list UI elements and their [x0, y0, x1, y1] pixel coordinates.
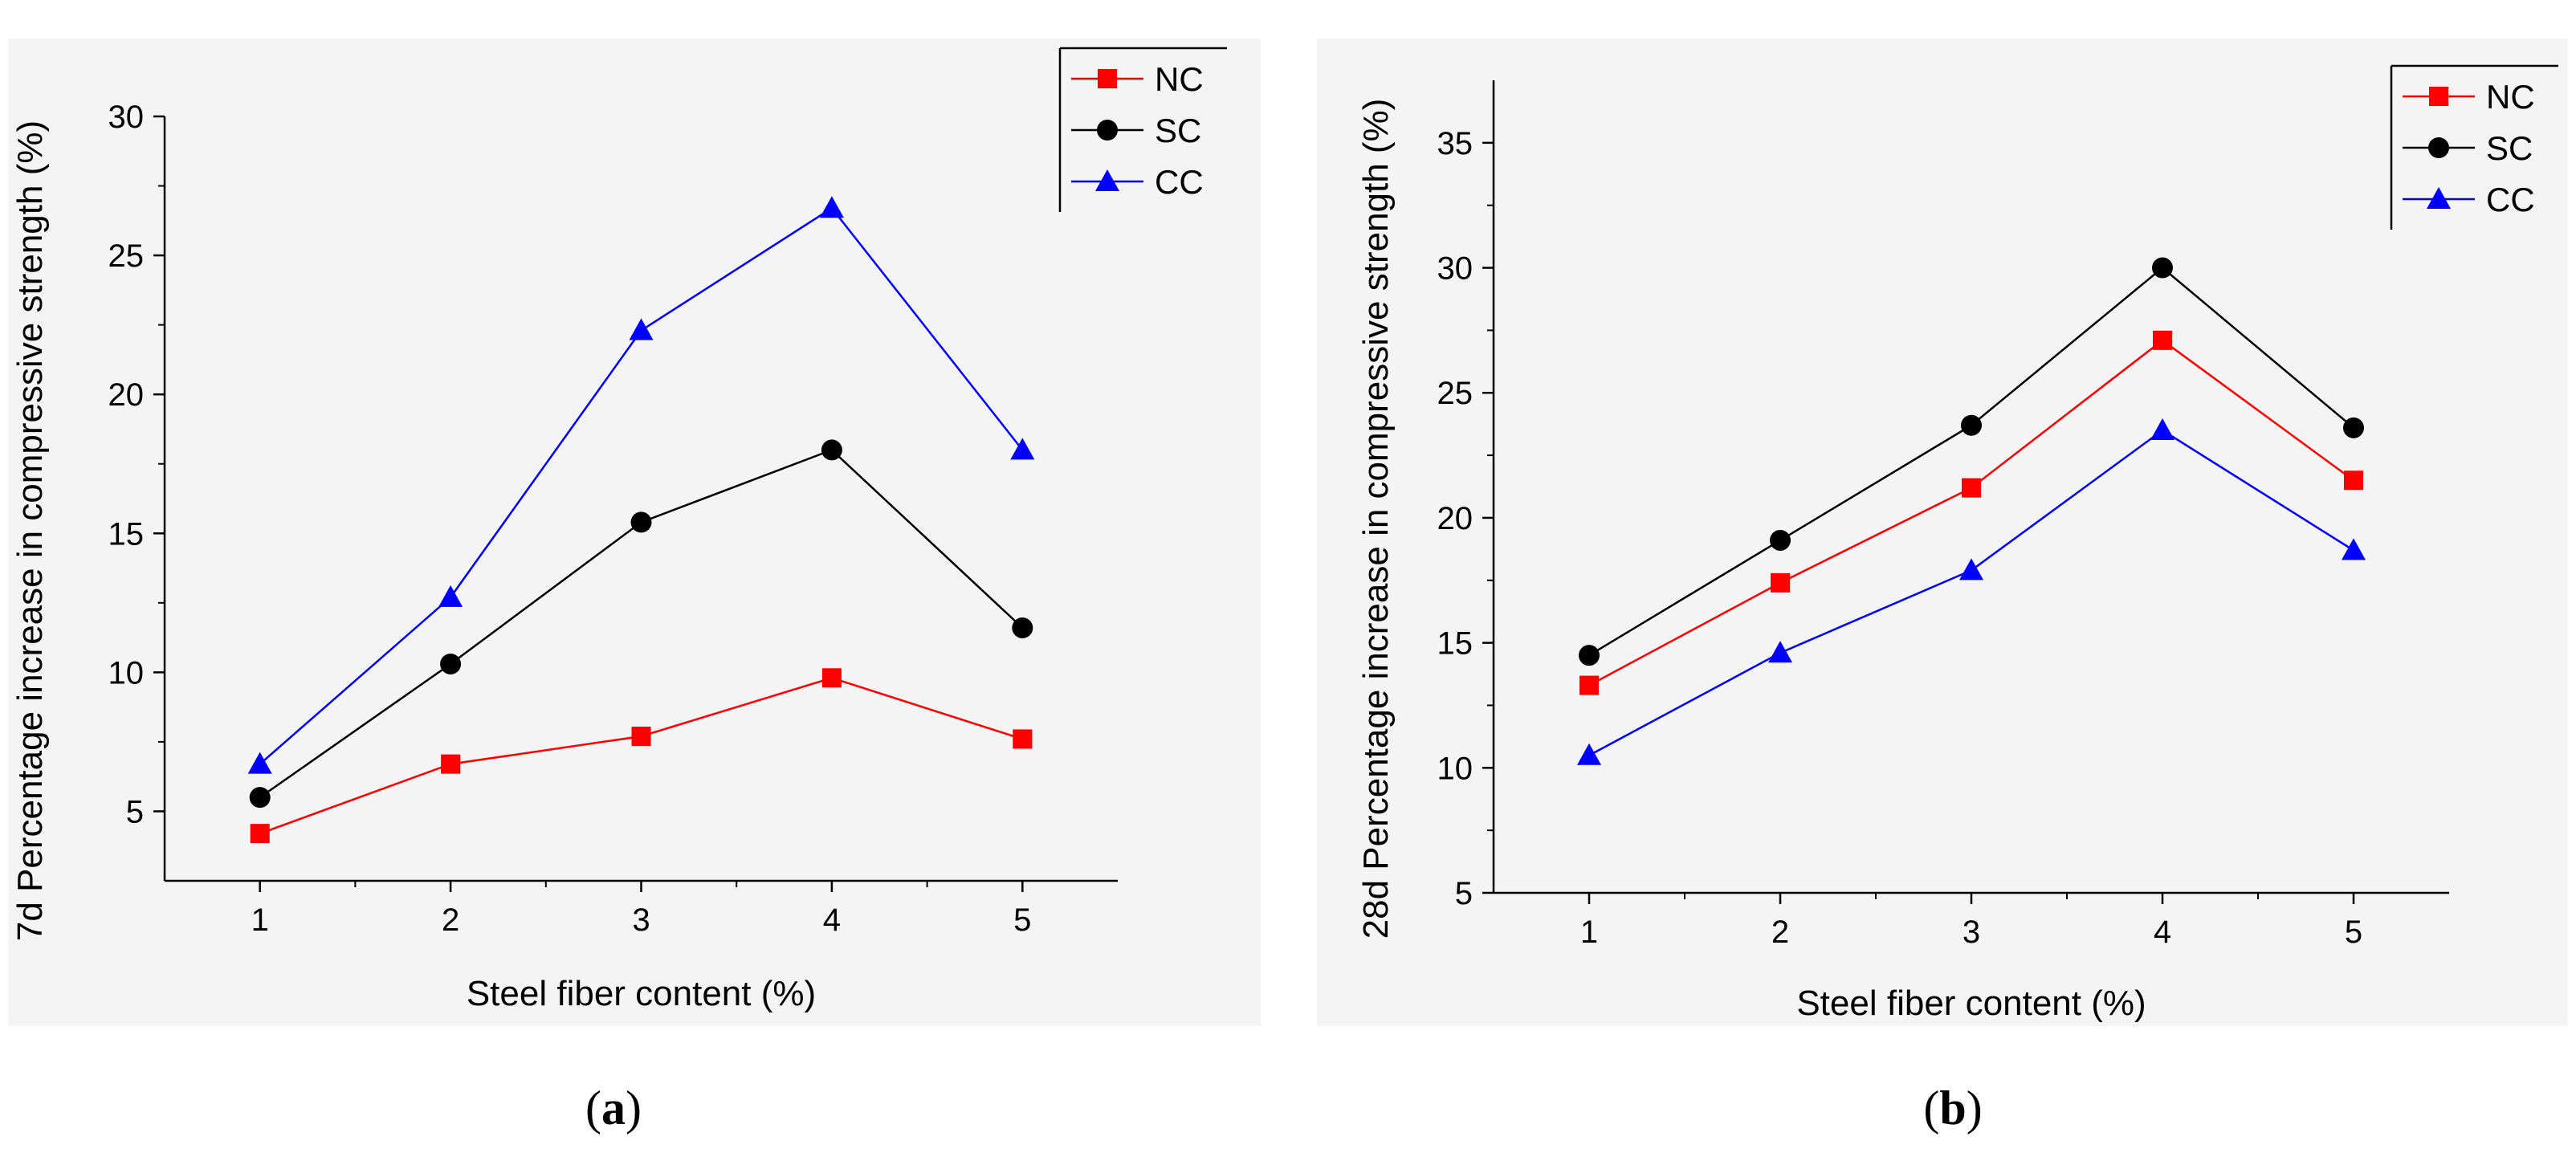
- caption-close-paren: ): [1967, 1082, 1983, 1135]
- data-point-cc: [1768, 641, 1792, 663]
- x-tick-label: 3: [1963, 915, 1980, 950]
- chart-panel-a: 5 10 15 20 25 30 1 2 3 4 5 Steel fiber content (%) 7…: [8, 39, 1261, 1135]
- y-tick-label: 15: [1437, 626, 1473, 662]
- caption-close-paren: ): [626, 1082, 642, 1135]
- legend-marker-sc: [1097, 120, 1118, 141]
- y-tick-label: 15: [108, 516, 145, 552]
- data-point-cc: [247, 752, 272, 774]
- x-tick-label: 4: [2154, 915, 2171, 950]
- y-tick-label: 20: [1437, 501, 1473, 536]
- x-tick-label: 5: [2345, 915, 2362, 950]
- y-tick-label: 10: [108, 655, 145, 691]
- data-point-sc: [1961, 414, 1982, 436]
- data-point-sc: [2343, 417, 2364, 438]
- y-tick-label: 35: [1437, 126, 1473, 161]
- legend-label-cc: CC: [2486, 181, 2535, 218]
- data-point-nc: [1579, 675, 1599, 695]
- y-tick-label: 10: [1437, 751, 1473, 786]
- data-point-nc: [2344, 471, 2363, 491]
- data-point-nc: [821, 668, 842, 688]
- legend-label-cc: CC: [1155, 163, 1204, 201]
- x-tick-label: 1: [1580, 915, 1598, 950]
- y-tick-label: 30: [108, 100, 145, 135]
- x-tick-label: 1: [251, 902, 269, 938]
- data-point-nc: [2153, 330, 2172, 350]
- x-tick-label: 4: [823, 902, 841, 938]
- data-point-cc: [438, 585, 463, 607]
- data-point-sc: [2152, 257, 2173, 279]
- legend-marker-cc: [2427, 187, 2451, 209]
- legend-label-nc: NC: [2486, 78, 2535, 116]
- data-point-cc: [1577, 743, 1601, 765]
- data-point-sc: [1579, 645, 1600, 666]
- y-axis-title: 28d Percentage increase in compressive s…: [1356, 99, 1396, 939]
- legend-label-nc: NC: [1155, 60, 1204, 98]
- data-point-cc: [1010, 438, 1035, 460]
- y-tick-label: 5: [126, 794, 144, 829]
- data-point-sc: [440, 653, 462, 674]
- data-point-sc: [249, 787, 271, 809]
- data-point-cc: [1959, 558, 1983, 581]
- legend-marker-nc: [1098, 69, 1117, 88]
- data-point-sc: [821, 439, 842, 461]
- data-point-sc: [1770, 529, 1791, 551]
- panel-caption: (a): [585, 1082, 642, 1135]
- y-tick-label: 5: [1455, 876, 1473, 911]
- panel-background: [1317, 39, 2568, 1026]
- data-point-nc: [1962, 478, 1981, 498]
- panel-background: [8, 39, 1261, 1026]
- data-point-cc: [2150, 418, 2175, 440]
- caption-open-paren: (: [585, 1082, 601, 1135]
- data-point-nc: [441, 754, 461, 774]
- chart-panel-b: 5 10 15 20 25 30 35 1 2 3 4 5 Steel fiber content (%…: [1317, 39, 2568, 1135]
- y-axis-title: 7d Percentage increase in compressive st…: [10, 120, 50, 941]
- caption-open-paren: (: [1923, 1082, 1939, 1135]
- y-tick-label: 25: [108, 238, 145, 274]
- y-tick-label: 30: [1437, 251, 1473, 287]
- caption-letter: b: [1939, 1082, 1966, 1135]
- legend-marker-sc: [2428, 137, 2449, 158]
- data-point-sc: [630, 511, 652, 533]
- legend-label-sc: SC: [1155, 112, 1201, 149]
- data-point-nc: [250, 824, 270, 844]
- data-point-sc: [1012, 617, 1033, 638]
- legend-label-sc: SC: [2486, 129, 2533, 167]
- data-point-nc: [1013, 729, 1033, 749]
- x-tick-label: 2: [442, 902, 459, 938]
- panel-caption: (b): [1923, 1082, 1982, 1135]
- data-point-cc: [819, 196, 844, 218]
- x-tick-label: 2: [1771, 915, 1789, 950]
- data-point-nc: [1771, 572, 1790, 593]
- legend-marker-nc: [2429, 87, 2448, 106]
- y-tick-label: 25: [1437, 376, 1473, 411]
- data-point-cc: [629, 318, 654, 340]
- x-tick-label: 3: [632, 902, 650, 938]
- x-axis-title: Steel fiber content (%): [467, 974, 816, 1013]
- legend-marker-cc: [1095, 169, 1119, 191]
- data-point-cc: [2342, 538, 2366, 560]
- y-tick-label: 20: [108, 377, 145, 413]
- x-axis-title: Steel fiber content (%): [1796, 984, 2146, 1023]
- data-point-nc: [631, 726, 651, 746]
- caption-letter: a: [601, 1082, 626, 1135]
- x-tick-label: 5: [1013, 902, 1031, 938]
